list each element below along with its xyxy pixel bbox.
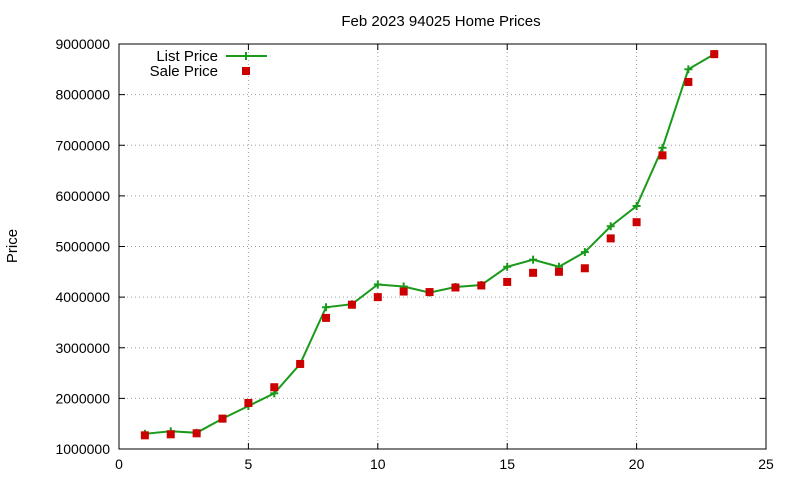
list-price-point (529, 255, 538, 264)
x-tick-label: 25 (758, 456, 774, 472)
series-layer (140, 50, 719, 440)
list-price-point (606, 222, 615, 231)
sale-price-point (347, 300, 356, 309)
list-price-point (684, 65, 693, 74)
x-tick-label: 5 (245, 456, 253, 472)
sale-price-point (710, 50, 719, 59)
sale-price-point (322, 313, 331, 322)
sale-price-point (296, 359, 305, 368)
y-tick-label: 7000000 (55, 137, 110, 153)
sale-price-point (166, 430, 175, 439)
sale-price-point (140, 431, 149, 440)
sale-price-point (580, 264, 589, 273)
sale-price-point (606, 234, 615, 243)
sale-price-point (503, 277, 512, 286)
list-price-point (373, 280, 382, 289)
y-tick-label: 1000000 (55, 441, 110, 457)
sale-price-point (684, 77, 693, 86)
x-tick-label: 20 (629, 456, 645, 472)
y-axis-label: Price (4, 229, 21, 263)
y-tick-label: 8000000 (55, 87, 110, 103)
x-tick-label: 15 (499, 456, 515, 472)
legend-label: List Price (156, 48, 218, 65)
list-price-point (580, 248, 589, 257)
sale-price-point (192, 429, 201, 438)
list-price-point (503, 262, 512, 271)
y-tick-label: 6000000 (55, 188, 110, 204)
list-price-point (632, 202, 641, 210)
list-price-point (322, 303, 331, 312)
sale-price-point (244, 398, 253, 407)
x-tick-label: 10 (370, 456, 386, 472)
sale-price-point (658, 151, 667, 160)
sale-price-point (270, 383, 279, 392)
y-tick-label: 4000000 (55, 289, 110, 305)
x-tick-label: 0 (115, 456, 123, 472)
sale-price-point (477, 281, 486, 290)
sale-price-point (399, 287, 408, 296)
chart-title: Feb 2023 94025 Home Prices (341, 13, 540, 30)
sale-price-point (529, 268, 538, 277)
legend-square-swatch (242, 67, 250, 75)
sale-price-point (373, 293, 382, 302)
y-tick-label: 5000000 (55, 239, 110, 255)
axis-layer: 0 5 10 15 20 25 1000000 2000000 3000000 4000000 50… (55, 36, 774, 472)
legend-label: Sale Price (150, 63, 218, 80)
sale-price-point (451, 283, 460, 292)
sale-price-point (632, 218, 641, 227)
y-tick-label: 9000000 (55, 36, 110, 52)
sale-price-point (554, 267, 563, 276)
sale-price-point (218, 414, 227, 423)
y-tick-label: 2000000 (55, 390, 110, 406)
y-tick-label: 3000000 (55, 340, 110, 356)
list-price-point (658, 143, 667, 152)
sale-price-point (425, 288, 434, 297)
